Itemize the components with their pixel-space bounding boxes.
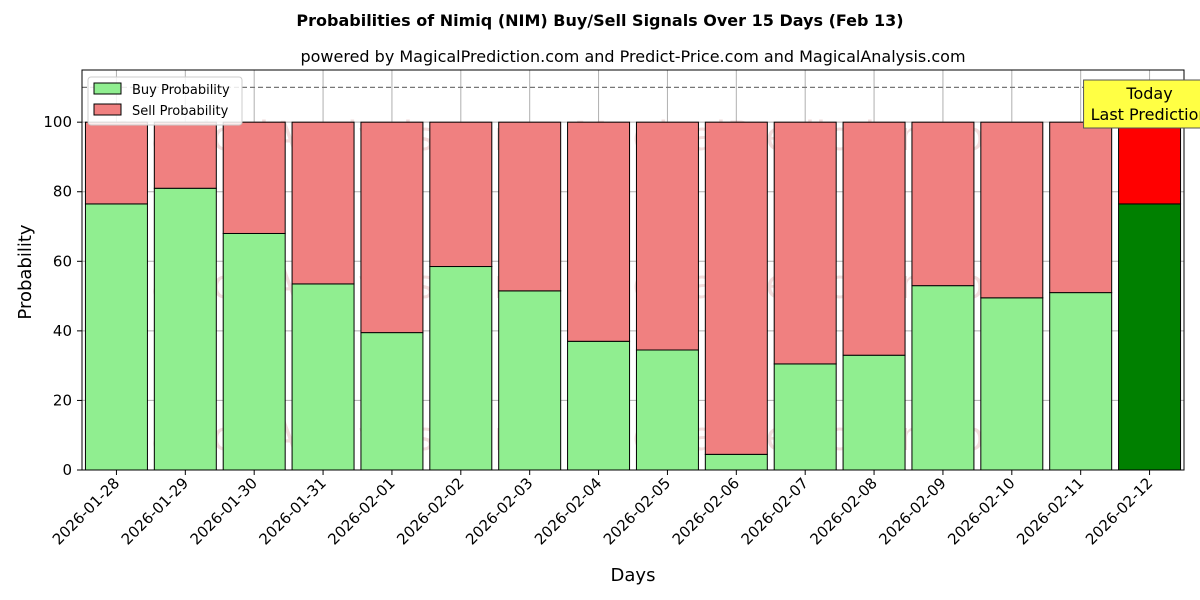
- buy-bar: [222, 232, 286, 471]
- sell-bar: [842, 121, 906, 356]
- sell-bar: [498, 121, 562, 292]
- x-tick-label: 2026-01-31: [256, 474, 330, 548]
- chart-subtitle: powered by MagicalPrediction.com and Pre…: [300, 47, 965, 66]
- sell-bar: [429, 121, 493, 268]
- sell-bar: [911, 121, 975, 287]
- x-tick-label: 2026-02-02: [393, 474, 467, 548]
- buy-bar: [291, 283, 355, 471]
- sell-bar: [84, 121, 148, 205]
- x-tick-label: 2026-01-28: [49, 474, 123, 548]
- x-tick-label: 2026-02-12: [1082, 474, 1156, 548]
- sell-bar: [1049, 121, 1113, 294]
- y-tick-label: 0: [62, 461, 72, 479]
- buy-bar: [1118, 203, 1182, 471]
- callout-line: Today: [1125, 84, 1172, 103]
- x-tick-label: 2026-02-11: [1013, 474, 1087, 548]
- x-tick-label: 2026-01-29: [118, 474, 192, 548]
- plot-frame: [81, 69, 1185, 471]
- x-tick-label: 2026-02-09: [875, 474, 949, 548]
- y-tick-label: 80: [53, 183, 72, 201]
- legend-swatch: [93, 103, 122, 116]
- axes: [81, 69, 1185, 471]
- buy-bar: [980, 297, 1044, 471]
- x-tick-label: 2026-02-06: [669, 474, 743, 548]
- sell-bar: [1118, 121, 1182, 205]
- bars: [82, 86, 1184, 471]
- x-tick-label: 2026-02-03: [462, 474, 536, 548]
- buy-bar: [1049, 292, 1113, 471]
- x-tick-label: 2026-02-01: [324, 474, 398, 548]
- y-axis-label: Probability: [15, 224, 36, 319]
- x-tick-label: 2026-02-07: [738, 474, 812, 548]
- sell-bar: [222, 121, 286, 234]
- x-tick-label: 2026-02-08: [807, 474, 881, 548]
- legend-label: Buy Probability: [132, 83, 230, 98]
- buy-bar: [153, 187, 217, 471]
- sell-bar: [153, 121, 217, 189]
- sell-bar: [291, 121, 355, 285]
- legend: Buy Probability Sell Probability: [87, 76, 243, 126]
- buy-bar: [567, 340, 631, 471]
- sell-bar: [360, 121, 424, 334]
- chart-title: Probabilities of Nimiq (NIM) Buy/Sell Si…: [296, 11, 903, 30]
- callout-line: Last Prediction: [1091, 105, 1200, 124]
- y-tick-label: 20: [53, 391, 72, 409]
- buy-bar: [842, 354, 906, 471]
- sell-bar: [980, 121, 1044, 299]
- legend-label: Sell Probability: [132, 104, 229, 119]
- callout-box: [1083, 79, 1200, 129]
- x-tick-label: 2026-01-30: [187, 474, 261, 548]
- y-tick-label: 40: [53, 322, 72, 340]
- legend-box: [87, 76, 243, 126]
- sell-bar: [635, 121, 699, 351]
- buy-bar: [635, 349, 699, 471]
- y-tick-label: 60: [53, 252, 72, 270]
- buy-bar: [911, 285, 975, 471]
- today-callout: Today Last Prediction: [1083, 79, 1200, 129]
- x-tick-label: 2026-02-05: [600, 474, 674, 548]
- sell-bar: [567, 121, 631, 342]
- x-tick-label: 2026-02-10: [944, 474, 1018, 548]
- x-axis-label: Days: [611, 565, 656, 586]
- x-tick-label: 2026-02-04: [531, 474, 605, 548]
- buy-bar: [498, 290, 562, 471]
- buy-bar: [84, 203, 148, 471]
- buy-bar: [704, 453, 768, 471]
- buy-bar: [360, 332, 424, 471]
- y-tick-label: 100: [43, 113, 72, 131]
- sell-bar: [704, 121, 768, 455]
- sell-bar: [773, 121, 837, 365]
- buy-bar: [429, 266, 493, 471]
- buy-bar: [773, 363, 837, 471]
- legend-swatch: [93, 82, 122, 95]
